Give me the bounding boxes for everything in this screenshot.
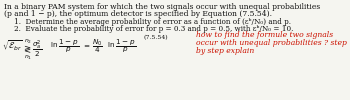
Text: 1.  Determine the average probability of error as a function of (εᵇ/N₀) and p.: 1. Determine the average probability of … xyxy=(14,18,291,26)
Text: how to find the formule two signals: how to find the formule two signals xyxy=(196,31,333,39)
Text: In a binary PAM system for which the two signals occur with unequal probabilitie: In a binary PAM system for which the two… xyxy=(4,3,320,11)
Text: $\ln\,\dfrac{1-p}{p}$: $\ln\,\dfrac{1-p}{p}$ xyxy=(107,38,136,55)
Text: $\dfrac{\sigma_a^2}{2}$: $\dfrac{\sigma_a^2}{2}$ xyxy=(32,38,42,59)
Text: $=\,\dfrac{N_0}{4}$: $=\,\dfrac{N_0}{4}$ xyxy=(82,38,103,56)
Text: occur with unequal probabilities ? step: occur with unequal probabilities ? step xyxy=(196,39,347,47)
Text: $\underset{n_1}{\overset{n_2}{\gtrless}}$: $\underset{n_1}{\overset{n_2}{\gtrless}}… xyxy=(22,38,32,62)
Text: $\ln\,\dfrac{1-p}{p}$: $\ln\,\dfrac{1-p}{p}$ xyxy=(50,38,79,55)
Text: by step explain: by step explain xyxy=(196,47,254,55)
Text: $\sqrt{\mathcal{E}_{br}}$: $\sqrt{\mathcal{E}_{br}}$ xyxy=(2,38,23,52)
Text: 2.  Evaluate the probability of error for p = 0.3 and p = 0.5, with εᵇ/N₀ = 10.: 2. Evaluate the probability of error for… xyxy=(14,25,293,33)
Text: (7.5.54): (7.5.54) xyxy=(143,35,168,40)
Text: (p and 1 − p), the optimum detector is specified by Equation (7.5.54).: (p and 1 − p), the optimum detector is s… xyxy=(4,10,272,18)
